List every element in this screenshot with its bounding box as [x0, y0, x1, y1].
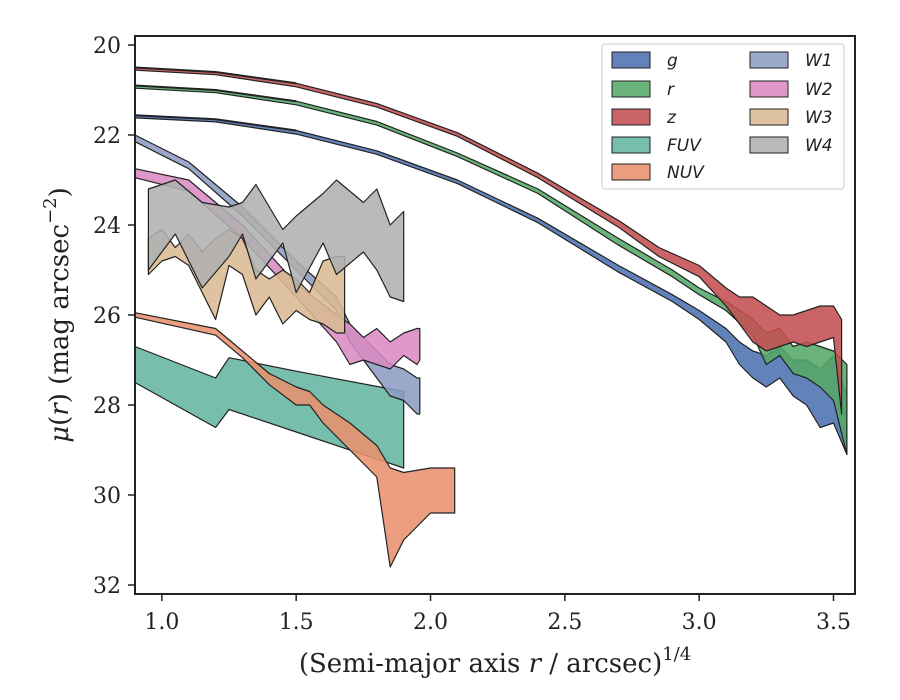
legend-swatch-r — [611, 80, 651, 98]
band-NUV — [134, 312, 456, 568]
legend-swatch-W4 — [749, 136, 789, 154]
legend-swatch-W2 — [749, 80, 789, 98]
series-bands — [134, 66, 848, 568]
legend-swatch-FUV — [611, 136, 651, 154]
legend: grz FUV NUV W1 W2 W3 W4 — [601, 43, 845, 190]
legend-label-W1: W1 — [805, 51, 833, 71]
y-tick-label: 26 — [93, 304, 121, 329]
band-FUV — [134, 345, 405, 469]
legend-swatch-W3 — [749, 108, 789, 126]
y-tick-label: 30 — [93, 484, 121, 509]
x-tick-label: 3.5 — [816, 610, 851, 635]
x-tick-label: 1.5 — [279, 610, 314, 635]
band-r — [134, 84, 848, 456]
x-axis-label: (Semi-major axis r / arcsec)1/4 — [299, 644, 691, 679]
x-tick-label: 3.0 — [682, 610, 717, 635]
legend-label-r: r — [667, 80, 675, 100]
legend-label-g: g — [667, 51, 678, 71]
legend-label-FUV: FUV — [667, 136, 702, 156]
y-axis-ticks: 20 22 24 26 28 30 32 — [93, 34, 135, 599]
y-axis-label: μ(r) (mag arcsec−2) — [40, 187, 75, 443]
x-axis-ticks: 1.0 1.5 2.0 2.5 3.0 3.5 — [144, 594, 851, 635]
x-tick-label: 1.0 — [144, 610, 179, 635]
y-tick-label: 28 — [93, 394, 121, 419]
legend-label-z: z — [666, 108, 677, 128]
x-tick-label: 2.5 — [547, 610, 582, 635]
profile-lines — [134, 66, 297, 132]
profile-line-r — [134, 84, 297, 103]
legend-label-W3: W3 — [805, 108, 833, 128]
y-tick-label: 22 — [93, 124, 121, 149]
legend-label-W2: W2 — [805, 80, 833, 100]
y-tick-label: 32 — [93, 574, 121, 599]
legend-swatch-z — [611, 108, 651, 126]
band-z — [134, 66, 843, 415]
y-tick-label: 20 — [93, 34, 121, 59]
legend-label-NUV: NUV — [667, 163, 705, 183]
y-tick-label: 24 — [93, 214, 121, 239]
x-tick-label: 2.0 — [413, 610, 448, 635]
profile-line-g — [134, 114, 297, 132]
legend-swatch-NUV — [611, 163, 651, 181]
legend-swatch-g — [611, 51, 651, 69]
legend-swatch-W1 — [749, 51, 789, 69]
band-W4 — [147, 179, 405, 303]
legend-label-W4: W4 — [805, 136, 833, 156]
profile-line-z — [134, 66, 297, 85]
